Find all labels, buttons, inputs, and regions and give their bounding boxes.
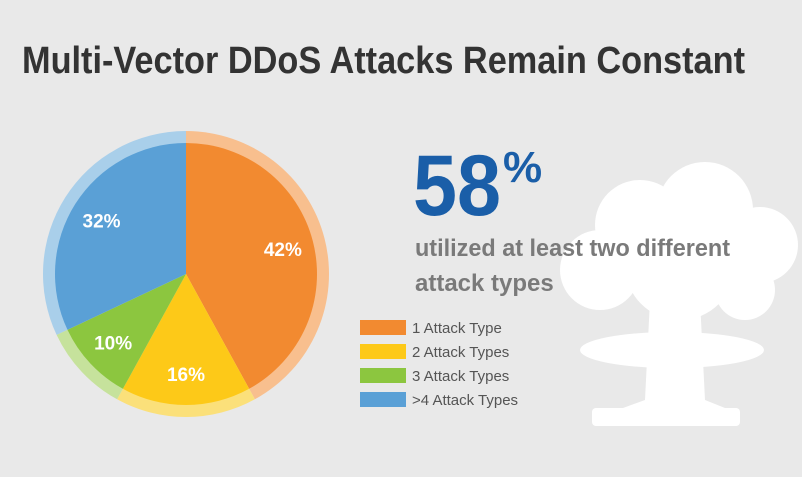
highlight-unit: % <box>503 143 542 192</box>
legend-label: >4 Attack Types <box>412 392 518 409</box>
legend-swatch <box>360 392 406 407</box>
slice-label: 10% <box>94 333 132 354</box>
legend-swatch <box>360 320 406 335</box>
legend-label: 3 Attack Types <box>412 368 509 385</box>
slice-core <box>122 274 250 406</box>
pie-slice <box>186 131 329 400</box>
legend-swatch <box>360 368 406 383</box>
highlight-text: utilized at least two different <box>415 235 730 262</box>
slice-core <box>186 143 317 389</box>
legend-label: 2 Attack Types <box>412 344 509 361</box>
slice-label: 32% <box>83 211 121 232</box>
legend-label: 1 Attack Type <box>412 320 502 337</box>
highlight-text: attack types <box>415 270 554 297</box>
cloud-illustration <box>560 162 798 426</box>
slice-core <box>54 143 187 330</box>
chart-title: Multi-Vector DDoS Attacks Remain Constan… <box>22 40 745 82</box>
slice-label: 42% <box>264 240 302 261</box>
highlight-number: 58 <box>413 138 501 234</box>
pie-slice <box>117 274 255 417</box>
legend-swatch <box>360 344 406 359</box>
pie-slice <box>42 131 187 335</box>
slice-core <box>67 274 186 389</box>
slice-label: 16% <box>167 365 205 386</box>
pie-slice <box>56 274 187 400</box>
